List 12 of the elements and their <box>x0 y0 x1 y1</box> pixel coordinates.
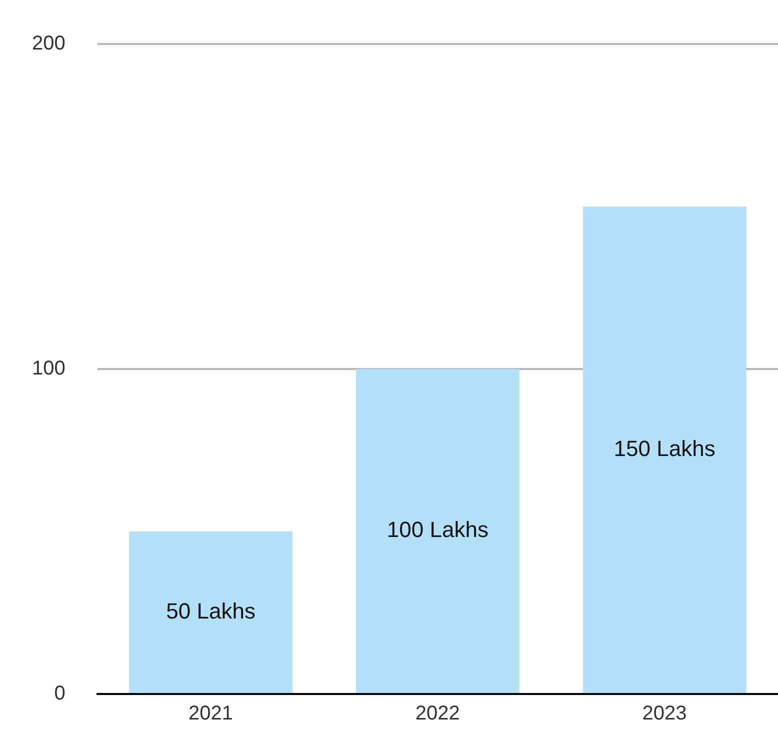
x-tick-label: 2023 <box>642 702 687 725</box>
bar <box>582 206 746 693</box>
data-label: 50 Lakhs <box>166 598 256 624</box>
y-tick-label: 100 <box>32 358 66 380</box>
y-tick-label: 0 <box>54 682 66 705</box>
data-label: 150 Lakhs <box>614 436 716 461</box>
y-tick-label: 200 <box>32 32 66 55</box>
x-tick-label: 2021 <box>188 702 234 725</box>
data-label: 100 Lakhs <box>386 517 488 542</box>
bar <box>356 369 520 693</box>
x-tick-label: 2022 <box>415 702 460 725</box>
bar <box>129 532 292 693</box>
